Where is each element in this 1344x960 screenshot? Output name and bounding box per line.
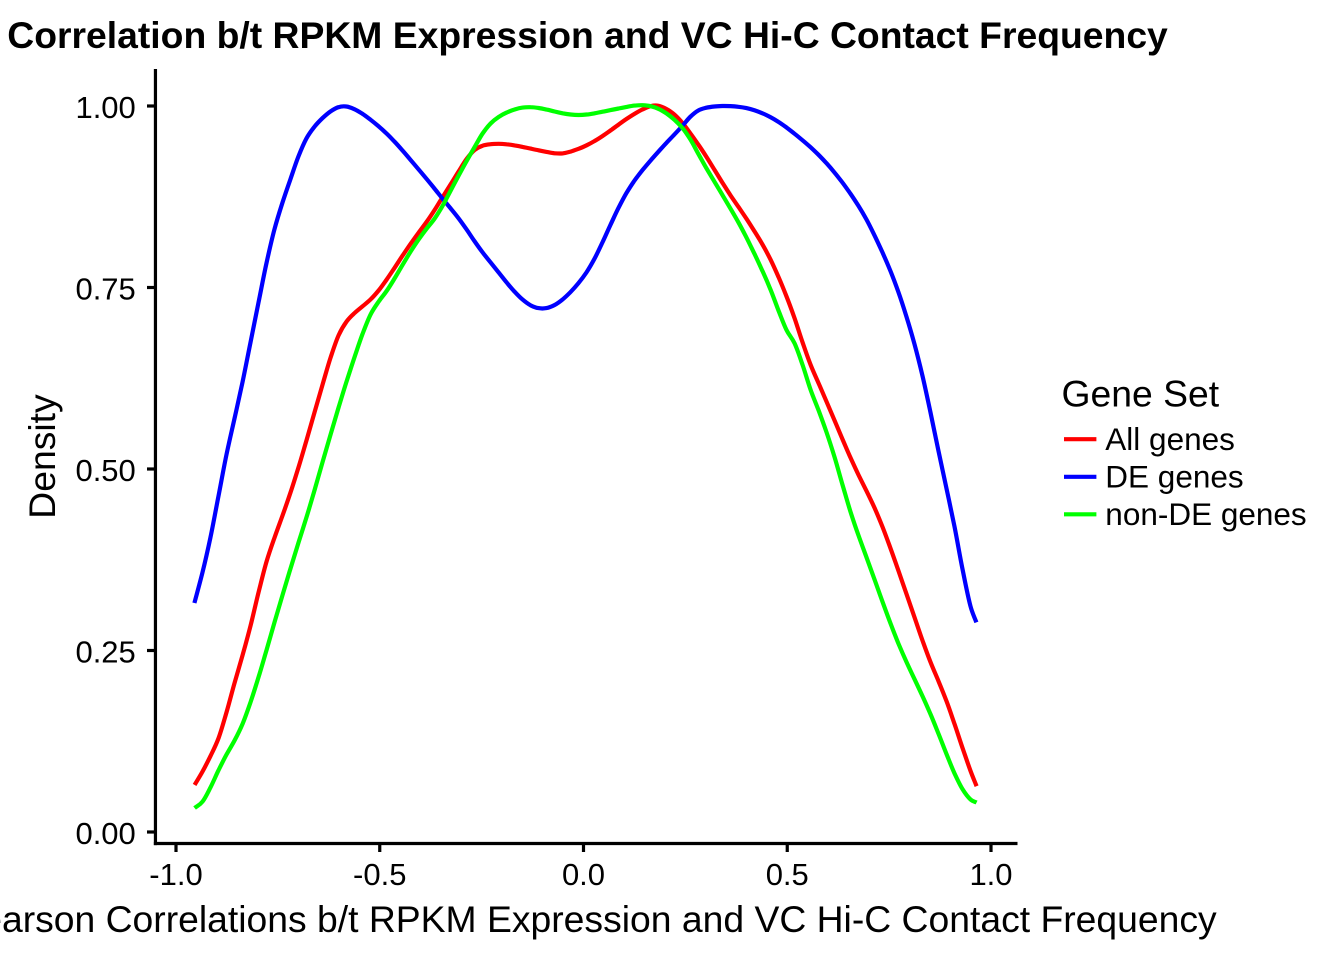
- svg-text:-0.5: -0.5: [353, 857, 406, 892]
- svg-text:0.25: 0.25: [75, 635, 135, 670]
- svg-text:1.00: 1.00: [75, 90, 135, 125]
- svg-text:0.5: 0.5: [766, 857, 809, 892]
- svg-text:0.0: 0.0: [562, 857, 605, 892]
- svg-text:Gene Set: Gene Set: [1062, 373, 1220, 415]
- svg-text:1.0: 1.0: [969, 857, 1012, 892]
- svg-text:0.75: 0.75: [75, 272, 135, 307]
- svg-text:0.50: 0.50: [75, 453, 135, 488]
- svg-text:0.00: 0.00: [75, 816, 135, 851]
- svg-text:-1.0: -1.0: [149, 857, 202, 892]
- svg-text:Density: Density: [21, 394, 63, 519]
- svg-text:non-DE genes: non-DE genes: [1105, 496, 1306, 532]
- svg-text:DE genes: DE genes: [1105, 459, 1243, 495]
- svg-text:All genes: All genes: [1105, 421, 1235, 457]
- svg-text:Correlation b/t RPKM Expressio: Correlation b/t RPKM Expression and VC H…: [7, 14, 1168, 56]
- svg-text:Pearson Correlations b/t RPKM: Pearson Correlations b/t RPKM Expression…: [0, 898, 1217, 940]
